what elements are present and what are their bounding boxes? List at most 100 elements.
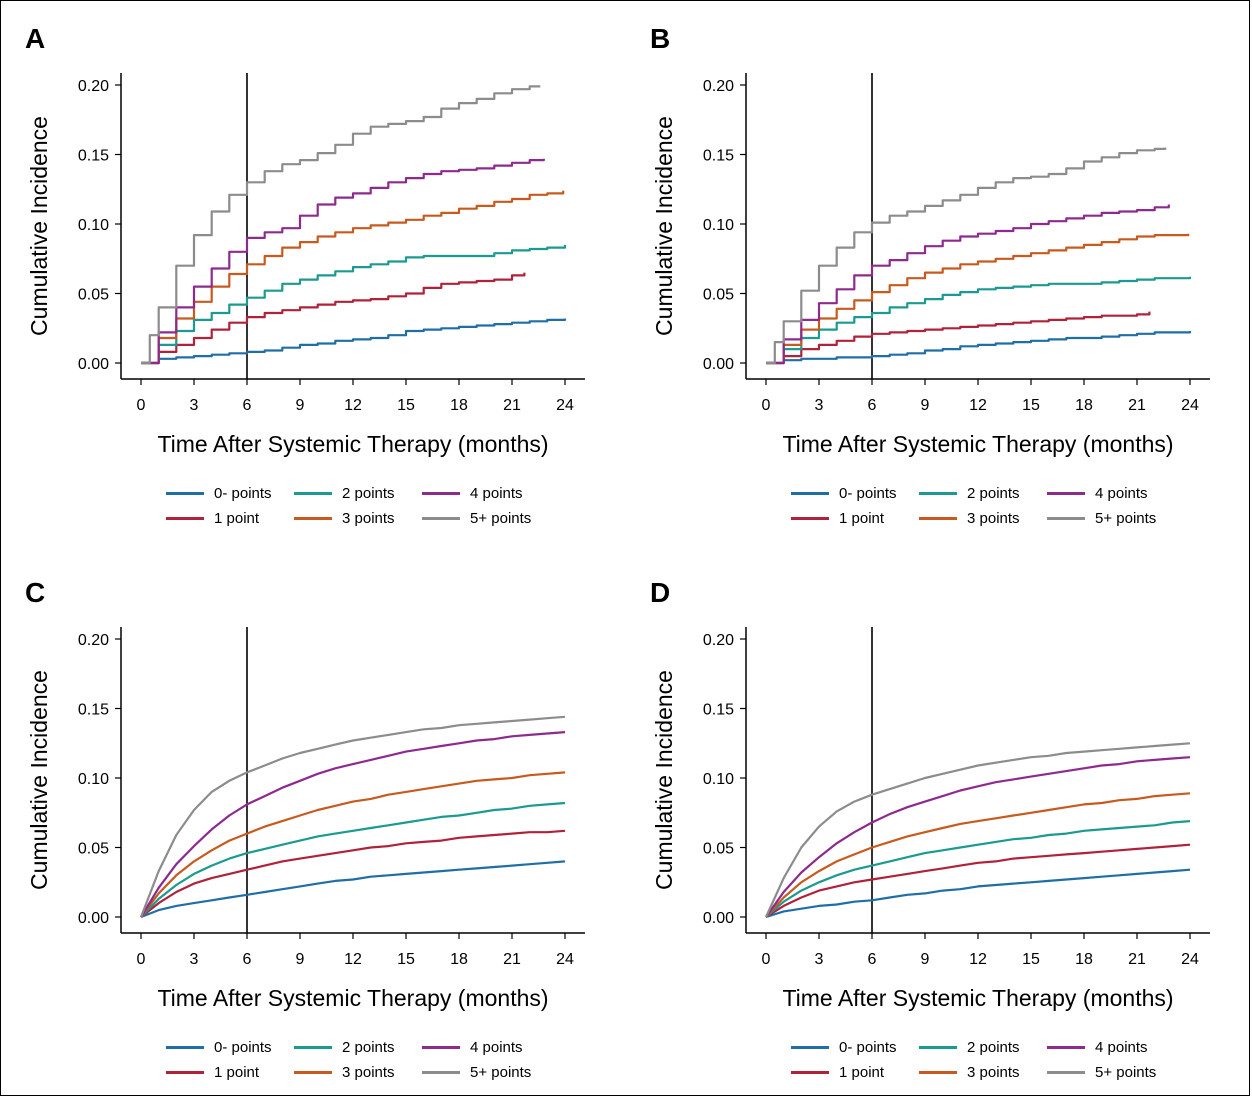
legend-label: 2 points: [342, 1038, 395, 1056]
x-tick-label: 0: [762, 397, 771, 414]
legend-label: 1 point: [839, 1063, 885, 1081]
legend-swatch: [294, 1070, 332, 1074]
y-tick-label: 0.15: [78, 148, 109, 165]
legend-label: 4 points: [1095, 484, 1148, 502]
legend-item: 5+ points: [422, 1063, 552, 1081]
y-axis-title: Cumulative Incidence: [26, 670, 52, 890]
y-tick-label: 0.15: [703, 148, 734, 165]
legend-label: 4 points: [1095, 1038, 1148, 1056]
y-axis-title: Cumulative Incidence: [26, 116, 52, 336]
panel-a: A 0.00 0.05 0.10 0.15 0.20 0 3 6 9 12 15 18 21 24 Time…: [1, 1, 626, 549]
legend-label: 3 points: [342, 509, 395, 527]
legend-label: 5+ points: [470, 1063, 532, 1081]
x-tick-label: 6: [868, 397, 877, 414]
chart-plot: 0.00 0.05 0.10 0.15 0.20 0 3 6 9 12 15 18 21 24 Time A…: [26, 73, 585, 457]
panel-letter: A: [25, 23, 46, 54]
x-tick-label: 15: [1022, 951, 1040, 968]
series-line: [765, 843, 1191, 918]
x-tick-label: 24: [556, 397, 574, 414]
x-tick-label: 6: [243, 951, 252, 968]
legend-swatch: [1047, 491, 1085, 495]
x-tick-label: 9: [296, 397, 305, 414]
y-tick-label: 0.05: [703, 287, 734, 304]
x-axis-title: Time After Systemic Therapy (months): [782, 431, 1173, 457]
y-tick-label: 0.10: [78, 771, 109, 788]
x-tick-label: 3: [815, 397, 824, 414]
legend-item: 2 points: [294, 1038, 422, 1056]
series-line: [141, 85, 541, 365]
x-tick-label: 15: [397, 397, 415, 414]
series-line: [140, 731, 566, 918]
y-tick-label: 0.10: [703, 771, 734, 788]
legend-item: 3 points: [919, 1064, 1047, 1081]
x-tick-label: 0: [137, 397, 146, 414]
legend-label: 5+ points: [1095, 509, 1157, 527]
x-tick-label: 24: [1181, 951, 1199, 968]
legend-swatch: [1047, 1070, 1085, 1074]
legend-item: 3 points: [294, 1063, 422, 1081]
panel-letter: C: [25, 577, 46, 608]
legend-label: 1 point: [214, 509, 260, 527]
legend-label: 2 points: [967, 484, 1020, 502]
series-line: [766, 147, 1167, 365]
x-tick-label: 3: [190, 951, 199, 968]
legend-label: 1 point: [214, 1063, 260, 1081]
series-line: [141, 244, 567, 365]
legend-item: 4 points: [422, 485, 552, 502]
legend-item: 5+ points: [422, 510, 552, 527]
legend-label: 0- points: [214, 484, 272, 502]
legend-swatch: [422, 1045, 460, 1049]
x-tick-label: 18: [1075, 397, 1093, 414]
y-tick-label: 0.00: [78, 356, 109, 373]
panel-letter: D: [650, 577, 671, 608]
series-line: [765, 792, 1191, 918]
legend-item: 4 points: [1047, 484, 1177, 502]
legend-label: 3 points: [342, 1063, 395, 1081]
y-tick-label: 0.20: [78, 632, 109, 649]
chart-plot: 0.00 0.05 0.10 0.15 0.20 0 3 6 9 12 15 18 21 24 Time A…: [651, 627, 1210, 1011]
x-tick-label: 6: [868, 951, 877, 968]
legend-label: 0- points: [214, 1038, 272, 1056]
x-axis-title: Time After Systemic Therapy (months): [157, 431, 548, 457]
legend-item: 1 point: [791, 509, 919, 527]
legend-label: 3 points: [967, 509, 1020, 527]
y-tick-label: 0.20: [703, 632, 734, 649]
legend-swatch: [422, 491, 460, 495]
y-tick-label: 0.20: [78, 78, 109, 95]
panel-d: D 0.00 0.05 0.10 0.15 0.20 0 3 6 9 12 15 18 21 24 Time…: [626, 555, 1251, 1103]
y-tick-label: 0.00: [78, 910, 109, 927]
legend-swatch: [1047, 516, 1085, 520]
legend-item: 2 points: [919, 1038, 1047, 1056]
legend-swatch: [294, 516, 332, 520]
y-tick-label: 0.10: [703, 217, 734, 234]
legend-item: 2 points: [919, 484, 1047, 502]
x-tick-label: 0: [762, 951, 771, 968]
series-line: [141, 318, 567, 365]
legend-swatch: [166, 1070, 204, 1074]
x-tick-label: 12: [969, 951, 987, 968]
x-tick-label: 24: [556, 951, 574, 968]
y-tick-label: 0.00: [703, 910, 734, 927]
legend-swatch: [422, 516, 460, 520]
x-tick-label: 18: [450, 951, 468, 968]
legend: 0- points 2 points 4 points 1 point 3 points…: [166, 484, 566, 527]
y-tick-label: 0.15: [78, 702, 109, 719]
y-tick-label: 0.05: [78, 841, 109, 858]
legend-swatch: [791, 1045, 829, 1049]
legend-label: 1 point: [839, 509, 885, 527]
legend-swatch: [791, 1070, 829, 1074]
x-tick-label: 0: [137, 951, 146, 968]
legend-swatch: [919, 1045, 957, 1049]
legend-label: 2 points: [967, 1038, 1020, 1056]
legend-item: 1 point: [166, 509, 294, 527]
legend-swatch: [919, 516, 957, 520]
legend-item: 1 point: [791, 1063, 919, 1081]
legend-item: 3 points: [919, 509, 1047, 527]
legend-swatch: [294, 491, 332, 495]
x-tick-label: 3: [190, 397, 199, 414]
x-tick-label: 9: [921, 397, 930, 414]
chart-plot: 0.00 0.05 0.10 0.15 0.20 0 3 6 9 12 15 18 21 24 Time A…: [26, 627, 585, 1011]
legend-label: 4 points: [470, 1038, 523, 1056]
series-line: [764, 742, 1191, 918]
series-line: [766, 331, 1192, 365]
